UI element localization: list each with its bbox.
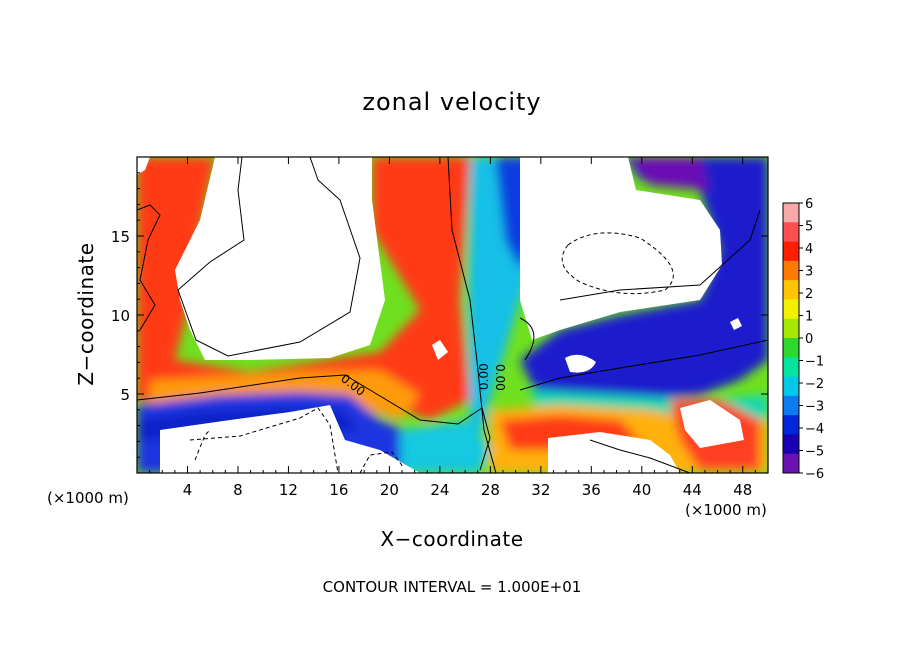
x-tick-label: 20 <box>380 481 399 499</box>
contour-label: 0.00 <box>493 364 507 391</box>
x-tick-label: 44 <box>683 481 702 499</box>
x-tick-label: 48 <box>733 481 752 499</box>
colorbar-swatch <box>783 357 799 378</box>
x-tick-label: 12 <box>279 481 298 499</box>
x-unit-note-right: (×1000 m) <box>685 501 767 519</box>
colorbar-swatch <box>783 241 799 262</box>
colorbar-swatch <box>783 338 799 358</box>
colorbar-label: −3 <box>805 400 824 415</box>
colorbar-label: −2 <box>805 377 824 392</box>
x-tick-label: 40 <box>632 481 651 499</box>
colorbar-label: −5 <box>805 445 824 460</box>
colorbar-swatch <box>783 453 799 474</box>
x-tick-label: 16 <box>329 481 348 499</box>
colorbar-swatch <box>783 318 799 339</box>
colorbar-label: −6 <box>805 467 824 482</box>
colorbar-label: 2 <box>805 287 813 302</box>
colorbar-swatch <box>783 280 799 300</box>
x-unit-note-left: (×1000 m) <box>47 489 129 507</box>
colorbar-label: −4 <box>805 422 824 437</box>
x-tick-label: 8 <box>233 481 243 499</box>
y-tick-label: 5 <box>120 386 130 404</box>
colorbar-label: 5 <box>805 220 813 235</box>
contour-lines <box>137 157 768 473</box>
y-tick-label: 15 <box>111 228 130 246</box>
x-axis-label: X−coordinate <box>380 527 524 551</box>
y-tick-label: 10 <box>111 307 130 325</box>
colorbar-swatch <box>783 299 799 320</box>
colorbar-label: 6 <box>805 197 813 212</box>
heatmap-field <box>137 157 768 473</box>
chart-title: zonal velocity <box>362 88 542 116</box>
x-tick-label: 24 <box>430 481 449 499</box>
colorbar-label: 4 <box>805 242 813 257</box>
colorbar-swatch <box>783 415 799 435</box>
colorbar-label: 1 <box>805 310 813 325</box>
y-axis: 5 10 15 <box>111 172 768 458</box>
colorbar-swatch <box>783 203 799 223</box>
x-tick-label: 32 <box>531 481 550 499</box>
colorbar-swatch <box>783 376 799 397</box>
x-axis: 4 8 12 16 20 24 28 32 36 40 44 48 <box>149 157 756 499</box>
colorbar-swatch <box>783 395 799 416</box>
contour-interval-note: CONTOUR INTERVAL = 1.000E+01 <box>322 578 582 596</box>
colorbar-swatch <box>783 260 799 281</box>
y-axis-label: Z−coordinate <box>74 242 98 386</box>
colorbar-label: −1 <box>805 355 824 370</box>
x-tick-label: 4 <box>183 481 193 499</box>
colorbar-label: 3 <box>805 265 813 280</box>
colorbar-label: 0 <box>805 332 813 347</box>
colorbar-swatch <box>783 222 799 243</box>
colorbar-swatch <box>783 434 799 455</box>
contour-label: 0.00 <box>477 363 491 390</box>
colorbar: 6 5 4 3 2 1 0 −1 −2 −3 −4 −5 −6 <box>782 197 824 482</box>
x-tick-label: 36 <box>582 481 601 499</box>
x-tick-label: 28 <box>481 481 500 499</box>
